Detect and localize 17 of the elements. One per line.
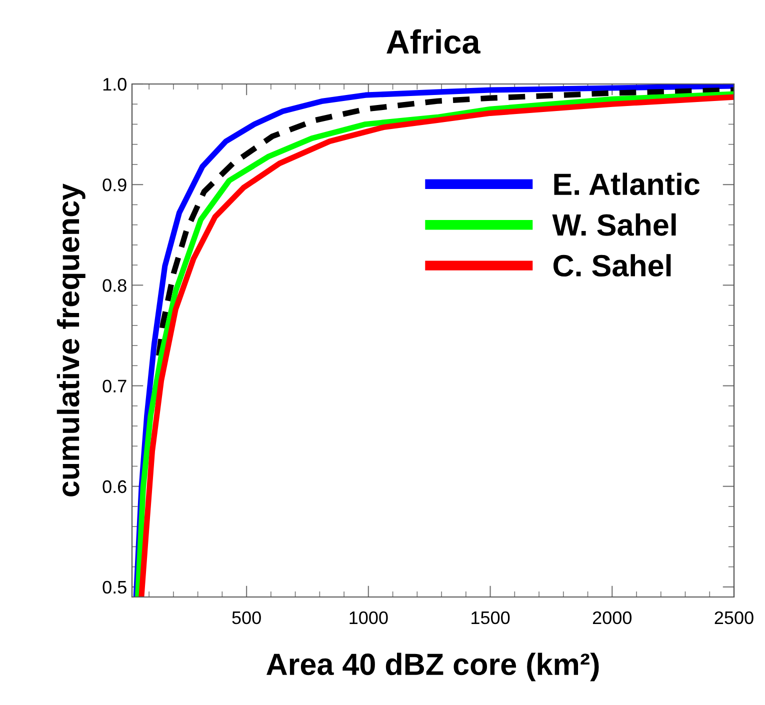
y-tick-label: 1.0 bbox=[103, 78, 126, 91]
y-tick-label: 0.7 bbox=[102, 380, 126, 392]
x-tick-label: 2500 bbox=[714, 611, 754, 624]
x-tick-label: 500 bbox=[232, 611, 261, 624]
legend-label: C. Sahel bbox=[553, 254, 671, 277]
legend-label: W. Sahel bbox=[552, 213, 676, 236]
x-tick-label: 1500 bbox=[472, 611, 510, 624]
chart-title: Africa bbox=[386, 29, 480, 54]
x-tick-label: 2000 bbox=[592, 611, 632, 624]
y-axis-title: cumulative frequency bbox=[56, 184, 86, 496]
y-tick-label: 0.5 bbox=[102, 580, 126, 594]
x-axis-title: Area 40 dBZ core (km²) bbox=[266, 652, 599, 682]
y-tick-label: 0.8 bbox=[102, 279, 126, 292]
y-tick-label: 0.9 bbox=[102, 178, 126, 192]
x-tick-label: 1000 bbox=[350, 611, 388, 624]
legend-label: E. Atlantic bbox=[554, 172, 700, 196]
y-tick-label: 0.6 bbox=[102, 480, 126, 494]
